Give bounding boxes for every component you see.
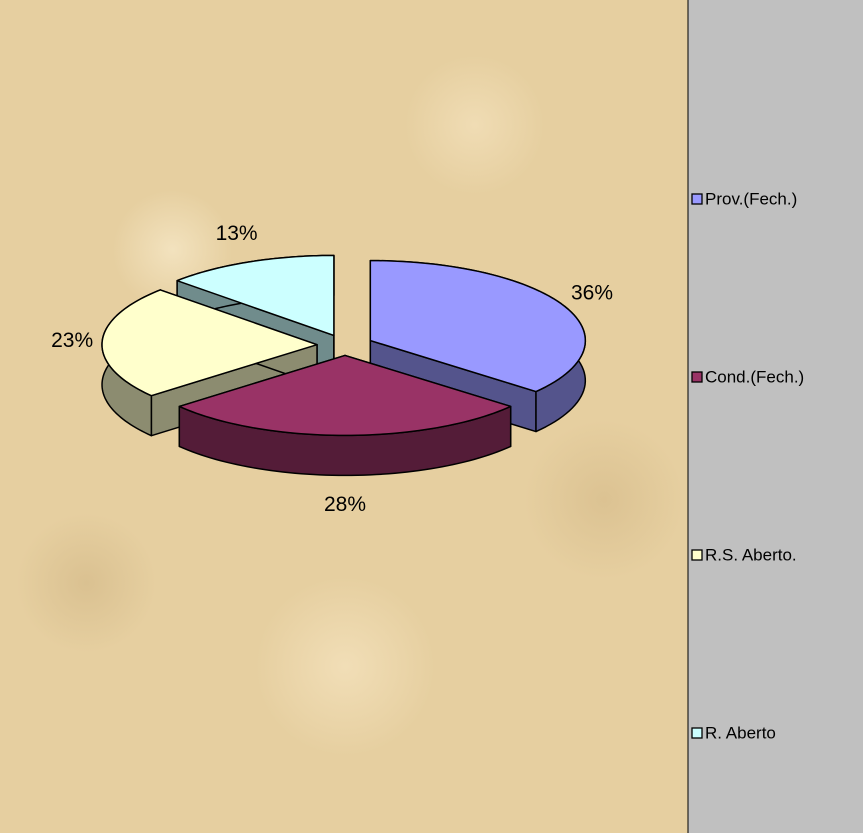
legend-label: R.S. Aberto. bbox=[705, 545, 797, 564]
data-label: 23% bbox=[51, 329, 93, 352]
legend-box bbox=[687, 0, 863, 833]
legend-label: Cond.(Fech.) bbox=[705, 367, 804, 386]
data-label: 13% bbox=[216, 222, 258, 245]
slice-top bbox=[369, 259, 587, 393]
slice-top bbox=[101, 289, 318, 397]
slice-top bbox=[176, 254, 335, 337]
data-label: 36% bbox=[571, 281, 613, 304]
legend-label: Prov.(Fech.) bbox=[705, 189, 797, 208]
legend-label: R. Aberto bbox=[705, 723, 776, 742]
legend-swatch bbox=[691, 371, 703, 383]
data-label: 28% bbox=[324, 493, 366, 516]
slice-top bbox=[178, 354, 512, 437]
legend-swatch bbox=[691, 549, 703, 561]
legend-swatch bbox=[691, 193, 703, 205]
pie-slice bbox=[369, 259, 587, 433]
legend-swatch bbox=[691, 727, 703, 739]
pie-slice bbox=[178, 354, 512, 477]
